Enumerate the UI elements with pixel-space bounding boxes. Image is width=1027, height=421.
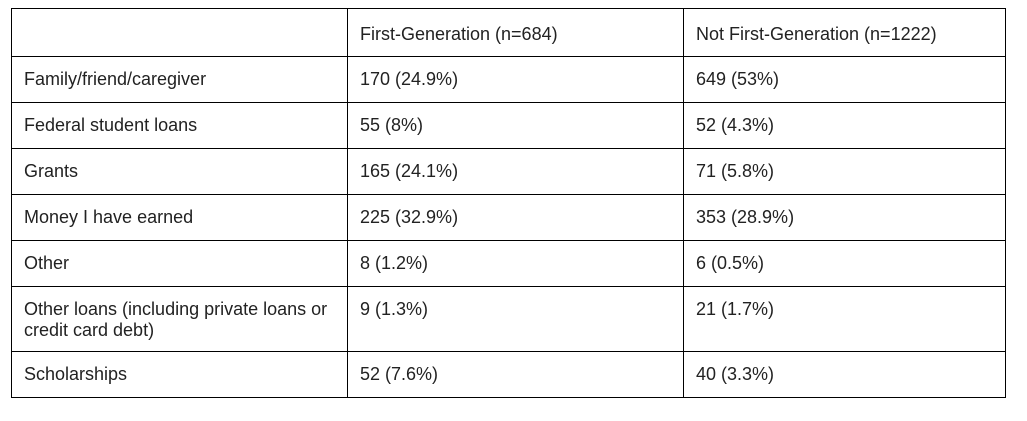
not-first-generation-value: 21 (1.7%) xyxy=(683,286,1006,352)
funding-sources-table: First-Generation (n=684) Not First-Gener… xyxy=(11,8,1006,398)
table-header-row: First-Generation (n=684) Not First-Gener… xyxy=(11,8,1006,57)
table-container: First-Generation (n=684) Not First-Gener… xyxy=(11,8,1006,398)
table-row: Grants 165 (24.1%) 71 (5.8%) xyxy=(11,148,1006,195)
row-label: Scholarships xyxy=(11,351,348,398)
first-generation-value: 52 (7.6%) xyxy=(347,351,684,398)
table-row: Other loans (including private loans or … xyxy=(11,286,1006,352)
row-label: Other loans (including private loans or … xyxy=(11,286,348,352)
first-generation-value: 9 (1.3%) xyxy=(347,286,684,352)
first-generation-value: 170 (24.9%) xyxy=(347,56,684,103)
table-row: Scholarships 52 (7.6%) 40 (3.3%) xyxy=(11,351,1006,398)
row-label: Grants xyxy=(11,148,348,195)
table-row: Money I have earned 225 (32.9%) 353 (28.… xyxy=(11,194,1006,241)
first-generation-value: 55 (8%) xyxy=(347,102,684,149)
row-label: Family/friend/caregiver xyxy=(11,56,348,103)
not-first-generation-value: 6 (0.5%) xyxy=(683,240,1006,287)
not-first-generation-value: 52 (4.3%) xyxy=(683,102,1006,149)
not-first-generation-value: 353 (28.9%) xyxy=(683,194,1006,241)
first-generation-value: 225 (32.9%) xyxy=(347,194,684,241)
table-row: Other 8 (1.2%) 6 (0.5%) xyxy=(11,240,1006,287)
table-row: Federal student loans 55 (8%) 52 (4.3%) xyxy=(11,102,1006,149)
header-cell-not-first-generation: Not First-Generation (n=1222) xyxy=(683,8,1006,57)
header-cell-category xyxy=(11,8,348,57)
first-generation-value: 8 (1.2%) xyxy=(347,240,684,287)
row-label: Federal student loans xyxy=(11,102,348,149)
not-first-generation-value: 71 (5.8%) xyxy=(683,148,1006,195)
first-generation-value: 165 (24.1%) xyxy=(347,148,684,195)
table-row: Family/friend/caregiver 170 (24.9%) 649 … xyxy=(11,56,1006,103)
row-label: Other xyxy=(11,240,348,287)
header-cell-first-generation: First-Generation (n=684) xyxy=(347,8,684,57)
not-first-generation-value: 649 (53%) xyxy=(683,56,1006,103)
row-label: Money I have earned xyxy=(11,194,348,241)
not-first-generation-value: 40 (3.3%) xyxy=(683,351,1006,398)
